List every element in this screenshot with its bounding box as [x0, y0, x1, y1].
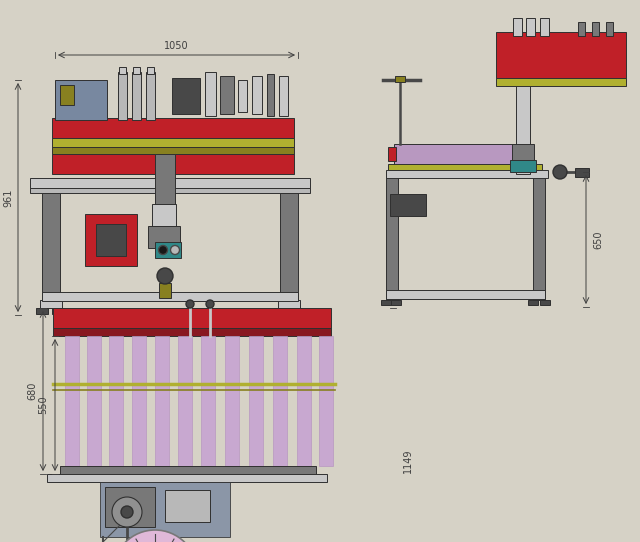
- Bar: [510, 160, 536, 172]
- Bar: [381, 300, 391, 305]
- Bar: [155, 242, 181, 258]
- Bar: [540, 300, 550, 305]
- Bar: [290, 308, 302, 314]
- Bar: [42, 193, 60, 303]
- Bar: [395, 76, 405, 82]
- Bar: [52, 154, 294, 174]
- Bar: [575, 168, 589, 177]
- Bar: [36, 308, 48, 314]
- Bar: [132, 72, 141, 120]
- Bar: [132, 336, 146, 466]
- Bar: [513, 18, 522, 36]
- Bar: [252, 76, 262, 114]
- Bar: [52, 147, 294, 154]
- Text: 550: 550: [38, 396, 48, 414]
- Bar: [52, 118, 294, 138]
- Bar: [53, 328, 331, 336]
- Bar: [165, 490, 210, 522]
- Bar: [386, 170, 548, 178]
- Bar: [152, 204, 176, 226]
- Bar: [279, 76, 288, 116]
- Bar: [47, 474, 327, 482]
- Bar: [280, 193, 298, 303]
- Bar: [249, 336, 263, 466]
- Bar: [65, 336, 79, 466]
- Bar: [496, 32, 626, 78]
- Circle shape: [170, 246, 179, 255]
- Bar: [592, 22, 599, 36]
- Bar: [148, 226, 180, 248]
- Bar: [147, 67, 154, 74]
- Bar: [533, 172, 545, 300]
- Bar: [60, 466, 316, 476]
- Bar: [390, 194, 426, 216]
- Bar: [386, 290, 545, 299]
- Bar: [105, 487, 155, 527]
- Bar: [278, 300, 300, 308]
- Bar: [178, 336, 192, 466]
- Circle shape: [121, 506, 133, 518]
- Bar: [85, 214, 137, 266]
- Bar: [388, 147, 396, 161]
- Circle shape: [112, 497, 142, 527]
- Bar: [201, 336, 215, 466]
- Bar: [119, 67, 126, 74]
- Bar: [225, 336, 239, 466]
- Circle shape: [206, 300, 214, 308]
- Bar: [100, 482, 230, 537]
- Circle shape: [553, 165, 567, 179]
- Bar: [60, 85, 74, 105]
- Bar: [526, 18, 535, 36]
- Bar: [96, 224, 126, 256]
- Bar: [297, 336, 311, 466]
- Bar: [53, 308, 331, 328]
- Bar: [528, 300, 538, 305]
- Bar: [42, 292, 298, 301]
- Bar: [30, 188, 310, 193]
- Bar: [319, 336, 333, 466]
- Bar: [238, 80, 247, 112]
- Bar: [40, 300, 62, 308]
- Bar: [52, 138, 294, 147]
- Text: 1050: 1050: [164, 41, 189, 51]
- Bar: [172, 78, 200, 114]
- Circle shape: [186, 300, 194, 308]
- Text: 680: 680: [27, 382, 37, 400]
- Bar: [540, 18, 549, 36]
- Circle shape: [113, 530, 197, 542]
- Text: 1149: 1149: [403, 449, 413, 473]
- Bar: [220, 76, 234, 114]
- Bar: [155, 336, 169, 466]
- Bar: [267, 74, 274, 116]
- Bar: [52, 308, 64, 314]
- Text: 961: 961: [3, 188, 13, 207]
- Circle shape: [159, 246, 168, 255]
- Bar: [606, 22, 613, 36]
- Bar: [386, 172, 398, 300]
- Bar: [512, 144, 534, 166]
- Circle shape: [157, 268, 173, 284]
- Bar: [274, 308, 286, 314]
- Text: 650: 650: [593, 230, 603, 249]
- Bar: [205, 72, 216, 116]
- Bar: [388, 164, 542, 170]
- Bar: [496, 78, 626, 86]
- Bar: [394, 144, 516, 166]
- Bar: [578, 22, 585, 36]
- Bar: [516, 80, 530, 174]
- Bar: [133, 67, 140, 74]
- Bar: [55, 80, 107, 120]
- Bar: [159, 283, 171, 298]
- Bar: [109, 336, 123, 466]
- Bar: [155, 154, 175, 204]
- Bar: [391, 300, 401, 305]
- Bar: [273, 336, 287, 466]
- Bar: [118, 72, 127, 120]
- Bar: [87, 336, 101, 466]
- Bar: [30, 178, 310, 188]
- Bar: [146, 72, 155, 120]
